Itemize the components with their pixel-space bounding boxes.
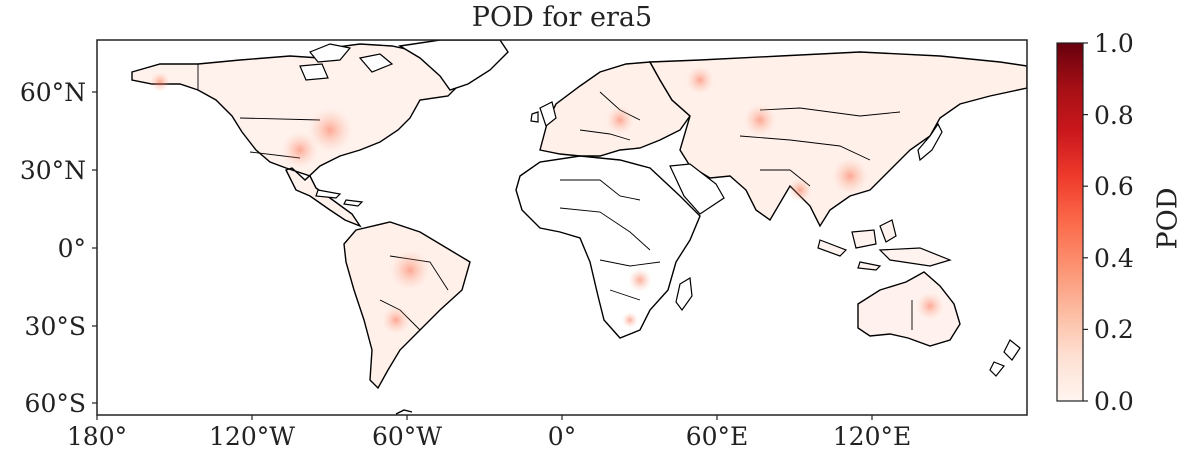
arabian-peninsula: [669, 163, 725, 215]
lon-tick-label: 60°E: [685, 422, 749, 451]
lat-tick-label: 30°N: [19, 156, 86, 185]
land-layer: [97, 40, 1027, 415]
lon-tick-label: 120°W: [209, 422, 295, 451]
japan: [917, 122, 943, 162]
australia: [857, 271, 961, 347]
lon-tick-label: 0°: [547, 422, 577, 451]
colorbar-tick-label: 0.8: [1094, 101, 1134, 130]
map-title: POD for era5: [471, 2, 653, 33]
africa: [515, 155, 701, 339]
south-america: [343, 221, 471, 390]
colorbar-tick-label: 0.0: [1094, 387, 1134, 416]
lon-tick-label: 180°: [66, 422, 128, 451]
colorbar-tick-label: 0.2: [1094, 315, 1134, 344]
colorbar-tick-label: 1.0: [1094, 29, 1134, 58]
lat-tick-label: 60°N: [19, 78, 86, 107]
antarctica-edge: [395, 409, 413, 415]
british-isles: [530, 101, 557, 128]
colorbar-tick-label: 0.4: [1094, 244, 1134, 273]
axis-ticks: [92, 91, 873, 420]
lat-tick-label: 0°: [57, 234, 86, 263]
southeast-asia-islands: [817, 219, 952, 271]
lon-tick-label: 60°W: [371, 422, 442, 451]
caribbean-islands: [315, 189, 364, 207]
lat-tick-label: 30°S: [24, 312, 86, 341]
lat-tick-label: 60°S: [24, 389, 86, 418]
madagascar: [675, 277, 693, 312]
pod-specks: [150, 66, 944, 334]
arctic-islands: [299, 43, 394, 81]
colorbar: [1056, 42, 1088, 402]
new-zealand: [989, 339, 1021, 377]
colorbar-title: POD: [1152, 187, 1181, 250]
lon-tick-label: 120°E: [832, 422, 912, 451]
colorbar-tick-label: 0.6: [1094, 172, 1134, 201]
greenland: [397, 40, 509, 91]
